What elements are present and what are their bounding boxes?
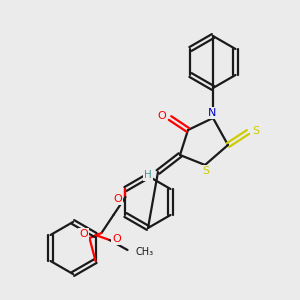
Text: S: S xyxy=(252,126,260,136)
Text: O: O xyxy=(112,234,121,244)
Text: N: N xyxy=(208,108,216,118)
Text: O: O xyxy=(158,111,166,121)
Text: O: O xyxy=(79,229,88,239)
Text: H: H xyxy=(144,170,152,180)
Text: S: S xyxy=(202,166,210,176)
Text: O: O xyxy=(113,194,122,204)
Text: CH₃: CH₃ xyxy=(136,247,154,257)
